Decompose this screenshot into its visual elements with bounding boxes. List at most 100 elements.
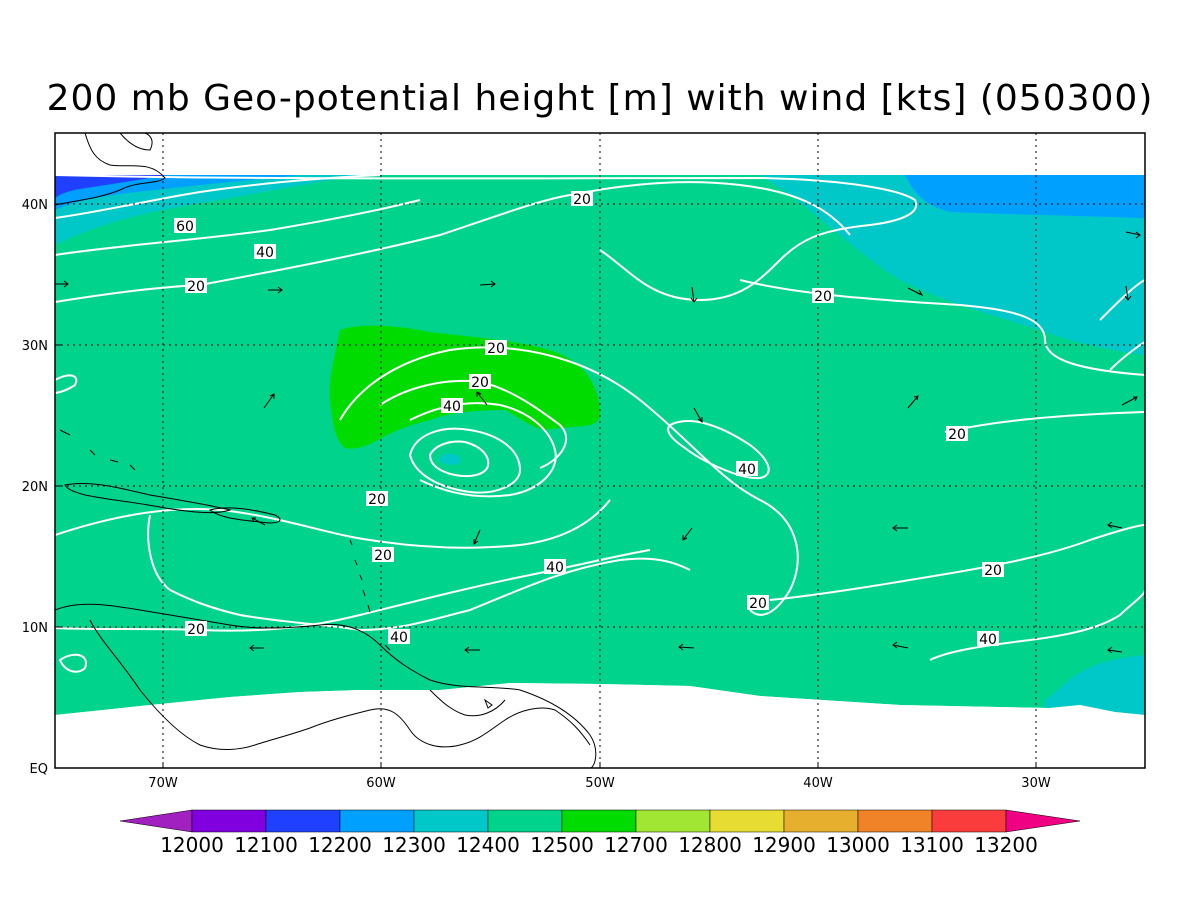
contour-label: 40 xyxy=(977,631,999,648)
svg-text:40: 40 xyxy=(546,560,564,576)
lat-label: EQ xyxy=(30,762,48,777)
fill-12200-nw xyxy=(55,175,165,198)
height-fill-layer xyxy=(55,133,1145,768)
contour-sw-small xyxy=(58,653,87,673)
lon-label: 40W xyxy=(803,776,833,791)
lat-label: 40N xyxy=(22,198,48,213)
colorbar-label: 12800 xyxy=(678,833,742,857)
svg-text:20: 20 xyxy=(487,341,505,357)
colorbar-label: 12400 xyxy=(456,833,520,857)
wind-arrow xyxy=(251,517,266,526)
contour-40-se xyxy=(929,589,1145,661)
colorbar-label: 13000 xyxy=(826,833,890,857)
fill-12400-se xyxy=(1045,655,1145,715)
colorbar-swatch xyxy=(265,809,341,833)
fill-low-core xyxy=(439,453,461,465)
coast-trinidad xyxy=(384,644,391,651)
wind-arrow-layer xyxy=(55,231,1141,654)
colorbar-swatch xyxy=(339,809,415,833)
contour-20-caribbean xyxy=(55,499,611,549)
colorbar-label: 13200 xyxy=(974,833,1038,857)
colorbar-label: 12500 xyxy=(530,833,594,857)
contour-label: 20 xyxy=(366,491,388,508)
coastline-layer xyxy=(55,133,597,768)
contour-label: 20 xyxy=(571,191,593,208)
coast-guianas xyxy=(429,689,506,717)
colorbar-swatch xyxy=(857,809,933,833)
contour-label: 60 xyxy=(174,218,196,235)
contour-low-ring-inner xyxy=(428,440,490,478)
contour-label: 40 xyxy=(736,461,758,478)
wind-arrow xyxy=(249,644,264,652)
colorbar-label: 12300 xyxy=(382,833,446,857)
wind-arrow xyxy=(476,391,488,406)
coast-venezuela-interior xyxy=(89,619,591,750)
contour-40-east xyxy=(667,420,770,480)
coast-north-america xyxy=(55,133,166,206)
contour-20-inner xyxy=(379,379,567,469)
colorbar-label: 13100 xyxy=(900,833,964,857)
coast-lesser-antilles xyxy=(349,539,371,613)
lon-label: 70W xyxy=(148,776,178,791)
svg-text:20: 20 xyxy=(187,279,205,295)
lat-label: 30N xyxy=(22,339,48,354)
contour-label-layer: 60 40 20 20 20 20 40 20 20 40 40 20 20 2… xyxy=(174,191,1004,648)
svg-text:40: 40 xyxy=(256,245,274,261)
contour-label: 20 xyxy=(812,288,834,305)
wind-arrow xyxy=(1107,646,1123,654)
contour-label: 20 xyxy=(372,547,394,564)
contour-label: 20 xyxy=(185,621,207,638)
contour-20-south xyxy=(147,514,691,632)
colorbar-arrow-high xyxy=(1005,809,1081,833)
map-title: 200 mb Geo-potential height [m] with win… xyxy=(46,78,1154,119)
wind-arrow xyxy=(690,286,698,303)
wind-arrow xyxy=(473,529,481,545)
contour-20-main xyxy=(339,346,799,616)
svg-text:20: 20 xyxy=(749,596,767,612)
lon-label: 30W xyxy=(1021,776,1051,791)
colorbar-label: 12100 xyxy=(234,833,298,857)
wind-arrow xyxy=(1124,285,1132,301)
contour-label: 20 xyxy=(982,562,1004,579)
svg-text:40: 40 xyxy=(443,399,461,415)
wind-arrow xyxy=(55,280,69,288)
contour-20-far-east-2 xyxy=(1109,341,1145,371)
fill-12700 xyxy=(329,325,601,449)
svg-text:20: 20 xyxy=(187,622,205,638)
fill-12400-ne xyxy=(760,175,1145,355)
svg-text:20: 20 xyxy=(368,492,386,508)
colorbar-swatch xyxy=(191,809,267,833)
contour-label: 40 xyxy=(388,629,410,646)
svg-text:20: 20 xyxy=(814,289,832,305)
wind-arrow xyxy=(682,527,693,541)
coast-south-america xyxy=(55,603,597,768)
contour-label: 40 xyxy=(441,398,463,415)
wind-arrow xyxy=(464,646,480,654)
svg-text:60: 60 xyxy=(176,219,194,235)
wind-arrow xyxy=(907,395,919,409)
contour-20-far-east xyxy=(1099,279,1145,321)
svg-text:40: 40 xyxy=(738,462,756,478)
colorbar xyxy=(119,809,1081,833)
coast-islands xyxy=(483,698,493,709)
contour-20-north-band xyxy=(55,174,918,302)
fill-12300-nw xyxy=(55,175,300,210)
coast-nova-scotia xyxy=(119,133,153,151)
svg-text:20: 20 xyxy=(984,563,1002,579)
colorbar-swatch xyxy=(783,809,859,833)
contour-label: 20 xyxy=(469,374,491,391)
coast-bahamas xyxy=(59,429,136,471)
contour-40-nw xyxy=(55,199,421,256)
wind-arrow xyxy=(892,641,909,649)
fill-missing-top xyxy=(55,133,1145,175)
wind-arrow xyxy=(1107,521,1123,529)
fill-missing-bottom xyxy=(55,683,1145,768)
svg-text:20: 20 xyxy=(948,427,966,443)
contour-20-west xyxy=(55,374,78,394)
lat-axis-labels: 40N 30N 20N 10N EQ xyxy=(22,198,48,777)
contour-label: 20 xyxy=(747,595,769,612)
colorbar-swatch xyxy=(931,809,1007,833)
wind-arrow xyxy=(892,524,908,532)
colorbar-swatch xyxy=(635,809,711,833)
contour-label: 20 xyxy=(485,340,507,357)
